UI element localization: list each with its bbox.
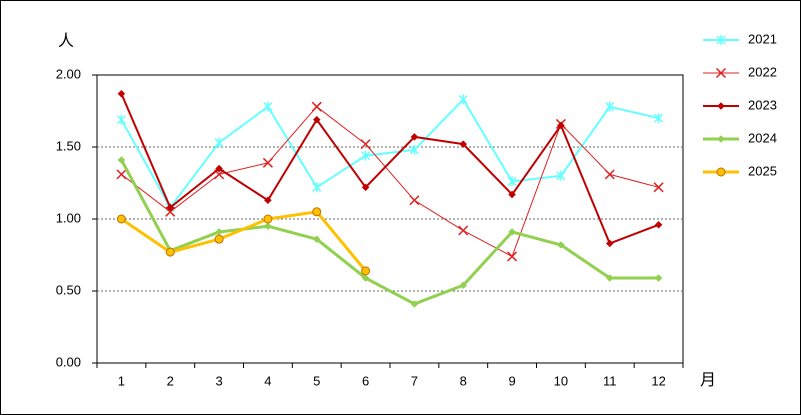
- data-point: [312, 115, 321, 124]
- x-axis-label: 月: [700, 372, 716, 389]
- data-point: [605, 274, 614, 282]
- x-tick-label: 3: [215, 373, 222, 388]
- series-line: [120, 93, 659, 245]
- x-tick-label: 9: [508, 373, 515, 388]
- data-point: [459, 281, 468, 290]
- data-point: [117, 156, 126, 164]
- legend-label: 2023: [748, 97, 777, 112]
- legend-marker: [716, 35, 726, 45]
- data-point: [311, 101, 322, 112]
- data-point: [409, 195, 420, 206]
- legend-marker: [716, 167, 726, 177]
- data-point: [166, 203, 175, 212]
- data-point: [361, 274, 370, 282]
- x-tick-label: 7: [411, 373, 418, 388]
- data-point: [459, 140, 468, 148]
- data-point: [654, 113, 664, 124]
- x-tick-label: 11: [603, 373, 617, 388]
- legend-label: 2025: [748, 163, 777, 178]
- data-point: [117, 89, 126, 98]
- x-tick-label: 2: [167, 373, 174, 388]
- y-tick-label: 2.00: [56, 66, 81, 81]
- legend-marker: [715, 67, 727, 79]
- data-point: [214, 137, 224, 148]
- data-point: [312, 182, 322, 193]
- data-point: [458, 225, 469, 236]
- x-tick-label: 4: [264, 373, 271, 388]
- data-point: [410, 133, 419, 141]
- data-point: [262, 157, 273, 168]
- y-tick-label: 1.50: [56, 138, 81, 153]
- data-point: [508, 228, 516, 236]
- legend-marker: [717, 102, 725, 110]
- data-point: [116, 214, 126, 224]
- legend-label: 2021: [748, 31, 777, 46]
- data-point: [214, 234, 224, 244]
- data-point: [507, 176, 517, 187]
- y-tick-label: 1.00: [56, 210, 81, 225]
- y-tick-label: 0.00: [56, 354, 81, 369]
- data-point: [116, 114, 126, 125]
- data-point: [165, 206, 176, 217]
- data-point: [116, 169, 127, 180]
- series-line: [121, 106, 659, 257]
- legend-marker: [717, 135, 725, 143]
- legend-label: 2024: [748, 130, 777, 145]
- x-tick-label: 6: [362, 373, 369, 388]
- data-point: [264, 196, 272, 205]
- series-line: [120, 210, 367, 272]
- y-axis-label: 人: [58, 32, 74, 50]
- data-point: [557, 241, 565, 249]
- x-tick-label: 1: [118, 373, 125, 388]
- data-point: [507, 251, 518, 262]
- data-point: [508, 190, 516, 199]
- legend-label: 2022: [748, 64, 777, 79]
- data-point: [557, 121, 565, 130]
- series-line: [120, 98, 659, 209]
- data-point: [361, 183, 370, 192]
- x-tick-label: 12: [651, 373, 665, 388]
- data-point: [654, 274, 663, 282]
- data-point: [604, 169, 615, 180]
- data-point: [654, 220, 663, 229]
- data-point: [263, 214, 273, 224]
- data-point: [409, 144, 419, 155]
- data-point: [653, 182, 664, 193]
- data-point: [312, 235, 321, 244]
- data-point: [605, 239, 614, 248]
- data-point: [312, 207, 322, 217]
- data-point: [361, 266, 371, 276]
- data-point: [360, 139, 371, 150]
- data-point: [556, 170, 566, 181]
- y-tick-label: 0.50: [56, 282, 81, 297]
- x-tick-label: 10: [554, 373, 568, 388]
- x-tick-label: 8: [460, 373, 467, 388]
- data-point: [605, 101, 615, 112]
- data-point: [458, 94, 468, 105]
- data-point: [264, 222, 272, 231]
- data-point: [263, 101, 273, 112]
- x-tick-label: 5: [313, 373, 320, 388]
- series-line: [120, 159, 659, 306]
- data-point: [410, 300, 419, 308]
- data-point: [361, 150, 371, 161]
- data-point: [215, 164, 223, 173]
- data-point: [165, 247, 175, 257]
